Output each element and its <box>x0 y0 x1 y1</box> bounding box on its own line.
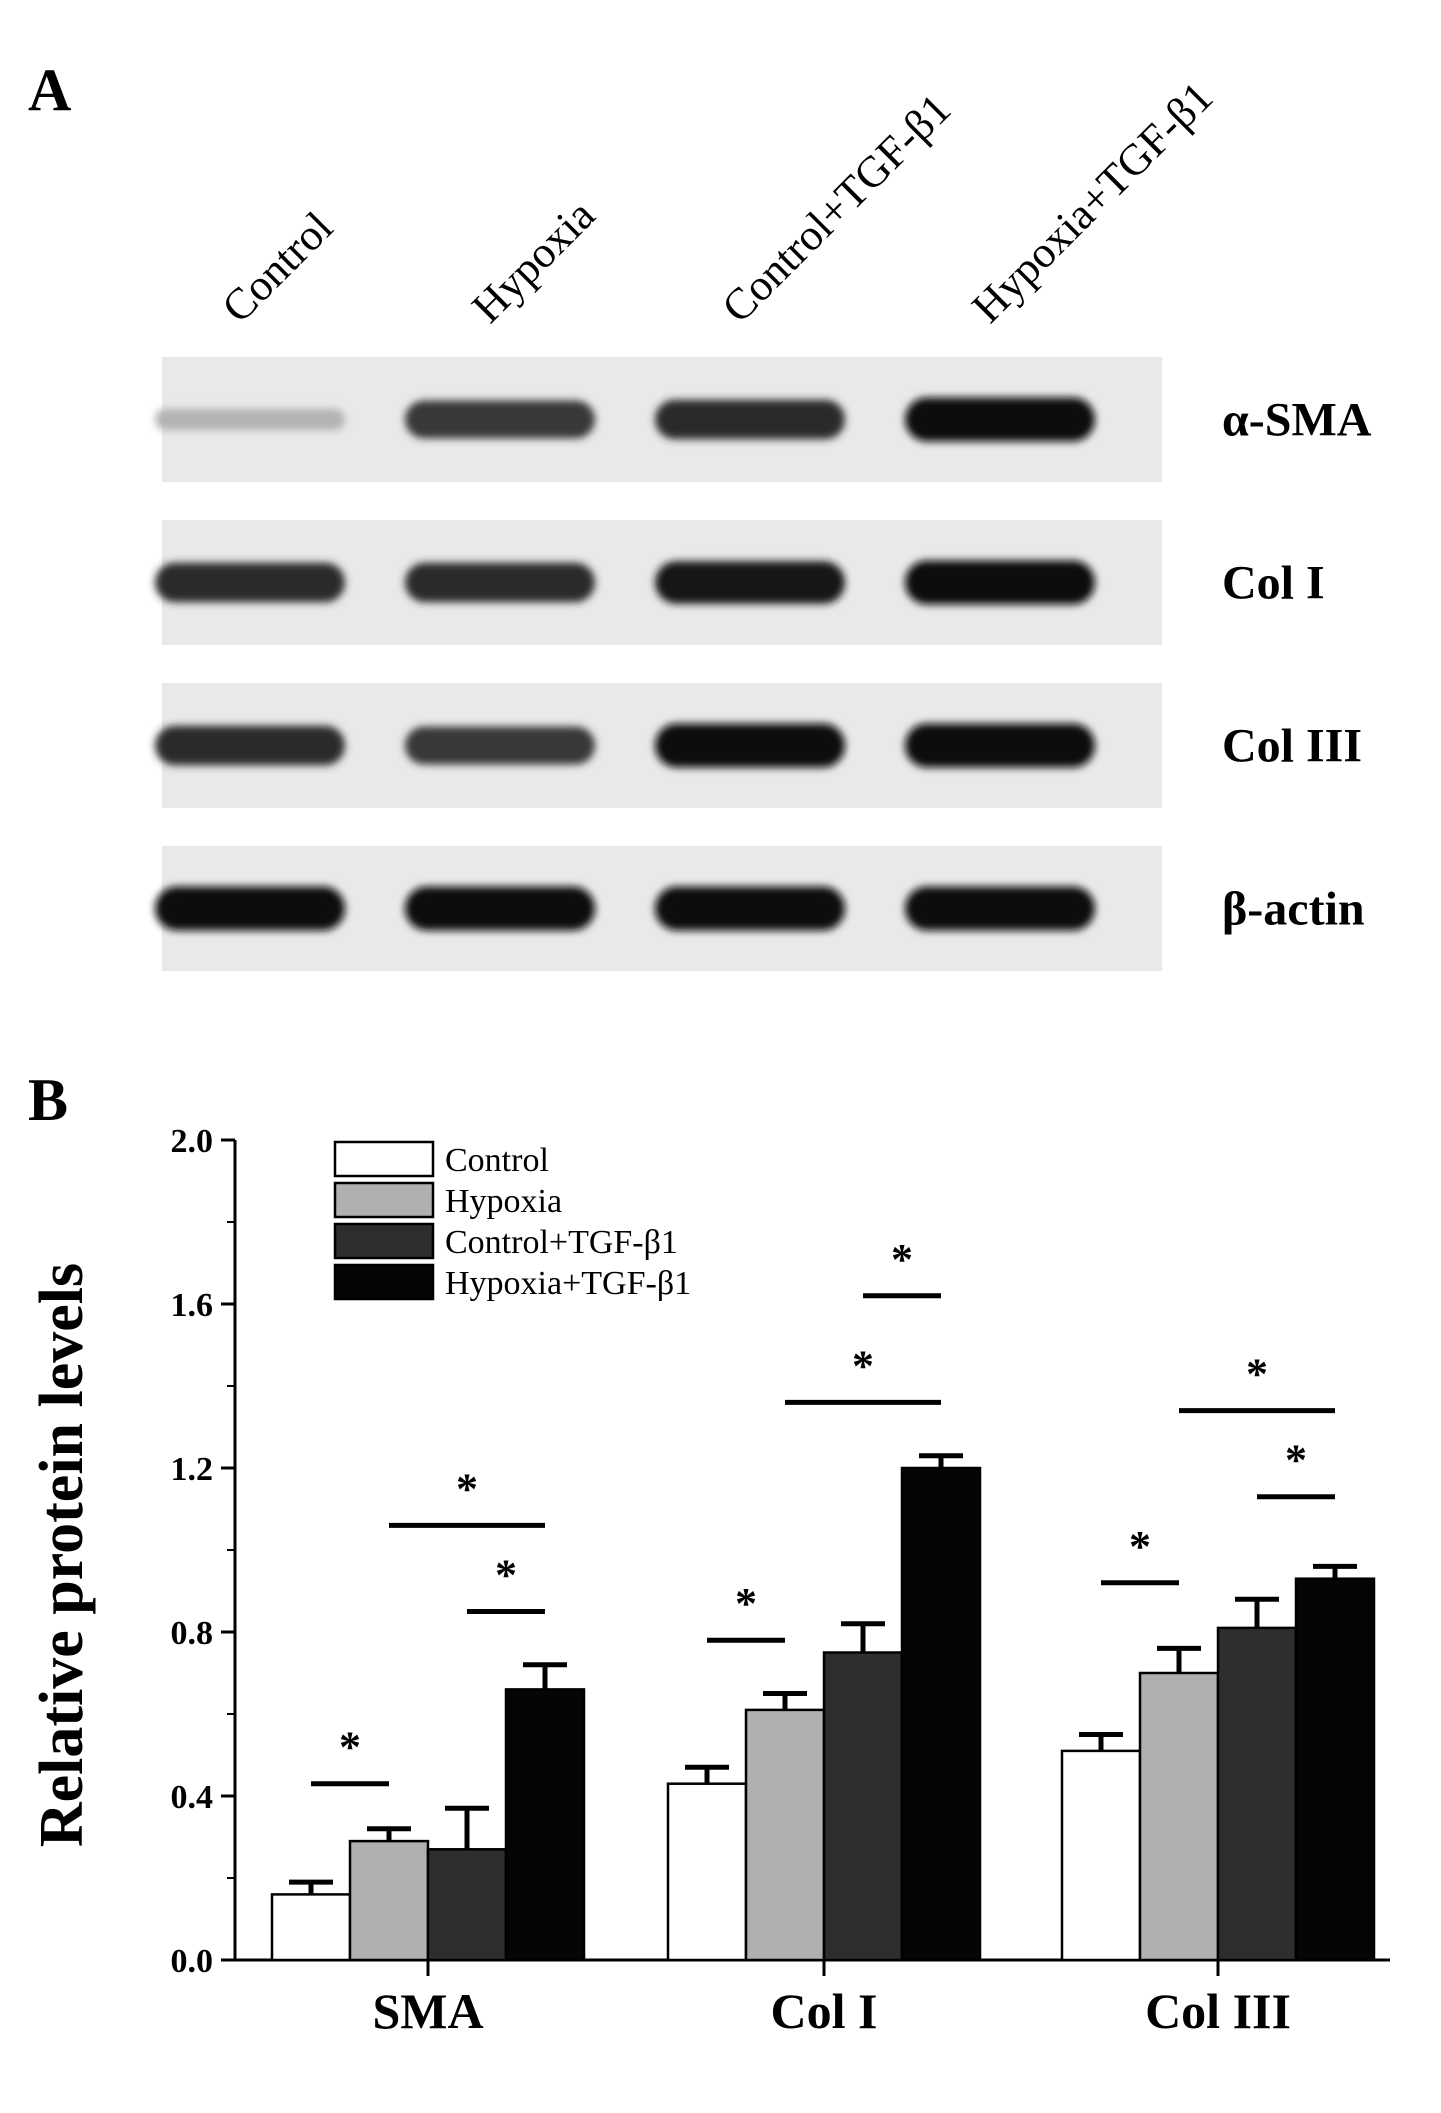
blot-row-col-i: Col I <box>155 520 1325 645</box>
band-col-iii-control <box>155 725 345 766</box>
band-col-iii-hypoxia <box>405 726 595 765</box>
legend-swatch-control <box>333 1140 435 1178</box>
significance-star: * <box>1246 1350 1268 1399</box>
x-tick-label-col-i: Col I <box>771 1983 878 2039</box>
significance-marker: * <box>707 1579 785 1643</box>
significance-star: * <box>339 1723 361 1772</box>
legend-label-control: Control <box>445 1142 549 1179</box>
bar-sma-hypoxia <box>348 1839 430 1962</box>
blot-row-actin: β-actin <box>155 846 1365 971</box>
panel-b: B 0.0 0.4 0.8 1.2 1.6 2.0 Relative protein lev… <box>28 1067 1390 2039</box>
y-tick-label: 1.2 <box>171 1451 214 1488</box>
lane-label-control: Control <box>212 202 342 332</box>
significance-star: * <box>495 1551 517 1600</box>
lane-label-hypoxia-tgf-1: Hypoxia+TGF-β1 <box>962 72 1222 332</box>
legend: Control Hypoxia Control+TGF-β1 Hypoxia+TGF-… <box>333 1140 691 1302</box>
blot-row-sma: α-SMA <box>155 357 1372 482</box>
blot-row-col-iii: Col III <box>155 683 1362 808</box>
legend-swatch-hypoxia <box>333 1181 435 1219</box>
bar-sma-control <box>270 1893 352 1962</box>
significance-marker: * <box>1101 1522 1179 1586</box>
y-axis-label: Relative protein levels <box>28 1263 96 1847</box>
y-tick-label: 0.8 <box>171 1615 214 1652</box>
band-col-i-control <box>155 562 345 603</box>
bar-col-iii-control-tgf-1 <box>1216 1626 1298 1962</box>
significance-marker: * <box>1257 1436 1335 1500</box>
band-sma-hypoxia <box>405 400 595 439</box>
bar-col-iii-control <box>1060 1749 1142 1962</box>
band-col-iii-hypoxia-tgf-1 <box>905 723 1095 768</box>
band-sma-control <box>155 408 345 431</box>
significance-star: * <box>735 1579 757 1628</box>
band-sma-control-tgf-1 <box>655 399 845 440</box>
band-col-i-control-tgf-1 <box>655 561 845 604</box>
bar-chart: 0.0 0.4 0.8 1.2 1.6 2.0 Relative protein level… <box>28 1123 1390 2039</box>
legend-label-hypoxia-tgf-1: Hypoxia+TGF-β1 <box>445 1265 691 1302</box>
significance-marker: * <box>389 1464 545 1528</box>
band-actin-hypoxia-tgf-1 <box>905 886 1095 931</box>
band-sma-hypoxia-tgf-1 <box>905 397 1095 442</box>
protein-label-col-iii: Col III <box>1222 720 1362 773</box>
significance-marker: * <box>863 1235 941 1299</box>
significance-star: * <box>1285 1436 1307 1485</box>
significance-marker: * <box>467 1551 545 1614</box>
protein-label-col-i: Col I <box>1222 557 1325 610</box>
legend-label-hypoxia: Hypoxia <box>445 1183 562 1220</box>
bar-sma-control-tgf-1 <box>426 1848 508 1962</box>
protein-label-actin: β-actin <box>1222 883 1365 936</box>
x-tick-label-sma: SMA <box>372 1983 483 2039</box>
panel-b-label: B <box>28 1067 68 1133</box>
western-blots: α-SMA Col I Col III β-actin <box>155 357 1372 971</box>
band-actin-control <box>155 886 345 931</box>
panel-a-label: A <box>28 57 71 123</box>
band-actin-hypoxia <box>405 886 595 931</box>
lane-label-hypoxia: Hypoxia <box>462 190 604 332</box>
bar-col-iii-hypoxia-tgf-1 <box>1294 1577 1376 1962</box>
band-actin-control-tgf-1 <box>655 886 845 931</box>
band-col-iii-control-tgf-1 <box>655 723 845 768</box>
bar-group-col-iii <box>1060 1563 1376 1962</box>
significance-star: * <box>852 1341 874 1390</box>
significance-marker: * <box>785 1341 941 1405</box>
x-tick-label-col-iii: Col III <box>1145 1983 1291 2039</box>
panel-a: A Control Hypoxia Control+TGF-β1 Hypoxia+TG… <box>28 57 1372 971</box>
band-col-i-hypoxia-tgf-1 <box>905 560 1095 605</box>
bar-col-i-hypoxia-tgf-1 <box>900 1466 982 1962</box>
band-col-i-hypoxia <box>405 562 595 603</box>
y-tick-label: 2.0 <box>171 1123 214 1160</box>
legend-swatch-hypoxia-tgf-1 <box>333 1263 435 1301</box>
lane-labels: Control Hypoxia Control+TGF-β1 Hypoxia+TGF-… <box>212 72 1222 332</box>
bar-col-i-control <box>666 1782 748 1962</box>
y-tick-label: 0.4 <box>171 1779 214 1816</box>
protein-label-sma: α-SMA <box>1222 394 1372 447</box>
bar-col-iii-hypoxia <box>1138 1671 1220 1962</box>
significance-star: * <box>1129 1522 1151 1571</box>
y-tick-label: 0.0 <box>171 1943 214 1980</box>
legend-swatch-control-tgf-1 <box>333 1222 435 1260</box>
lane-label-control-tgf-1: Control+TGF-β1 <box>712 84 960 332</box>
y-tick-label: 1.6 <box>171 1287 214 1324</box>
bar-group-sma <box>270 1662 586 1962</box>
bar-group-col-i <box>666 1453 982 1962</box>
bar-col-i-hypoxia <box>744 1708 826 1962</box>
bar-col-i-control-tgf-1 <box>822 1651 904 1962</box>
significance-marker: * <box>1179 1350 1335 1414</box>
significance-marker: * <box>311 1723 389 1787</box>
significance-star: * <box>891 1235 913 1284</box>
bar-sma-hypoxia-tgf-1 <box>504 1688 586 1962</box>
legend-label-control-tgf-1: Control+TGF-β1 <box>445 1224 678 1261</box>
significance-star: * <box>456 1464 478 1513</box>
